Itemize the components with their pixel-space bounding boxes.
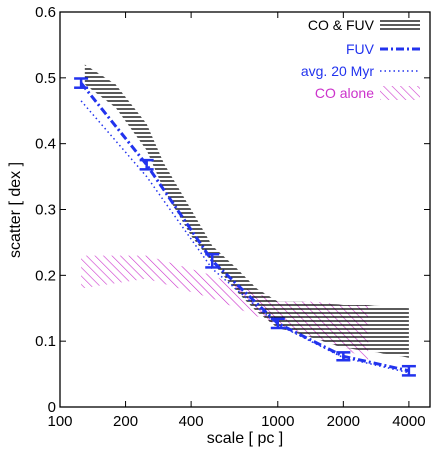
x-tick-label: 4000	[392, 413, 425, 430]
x-axis-title: scale [ pc ]	[207, 430, 283, 447]
legend-swatch-co-alone	[380, 86, 420, 100]
x-tick-label: 2000	[327, 413, 360, 430]
y-tick-label: 0.3	[35, 202, 56, 219]
fuv-line	[79, 82, 410, 373]
legend: CO & FUV FUV avg. 20 Myr CO alone	[301, 17, 420, 101]
x-tick-label: 100	[47, 413, 72, 430]
y-tick-label: 0.1	[35, 333, 56, 350]
bands-layer	[81, 64, 409, 361]
co-fuv-band	[84, 64, 409, 358]
legend-swatch-co-fuv	[380, 19, 420, 32]
y-tick-label: 0.4	[35, 136, 56, 153]
x-tick-label: 1000	[261, 413, 294, 430]
legend-label-co-fuv: CO & FUV	[308, 17, 375, 33]
legend-label-fuv: FUV	[346, 41, 375, 57]
x-tick-label: 400	[179, 413, 204, 430]
legend-label-co-alone: CO alone	[315, 85, 374, 101]
legend-label-avg: avg. 20 Myr	[301, 63, 374, 79]
y-axis-title: scatter [ dex ]	[7, 162, 24, 258]
y-tick-label: 0.5	[35, 70, 56, 87]
lines-layer	[74, 77, 416, 377]
y-tick-label: 0.2	[35, 267, 56, 284]
x-tick-label: 200	[113, 413, 138, 430]
y-tick-label: 0.6	[35, 4, 56, 21]
y-tick-label: 0	[48, 399, 56, 416]
ticks-layer: 100 200 400 1000 2000 4000 0 0.1 0.2 0.3 0.4 0.5 0.6	[35, 4, 430, 430]
